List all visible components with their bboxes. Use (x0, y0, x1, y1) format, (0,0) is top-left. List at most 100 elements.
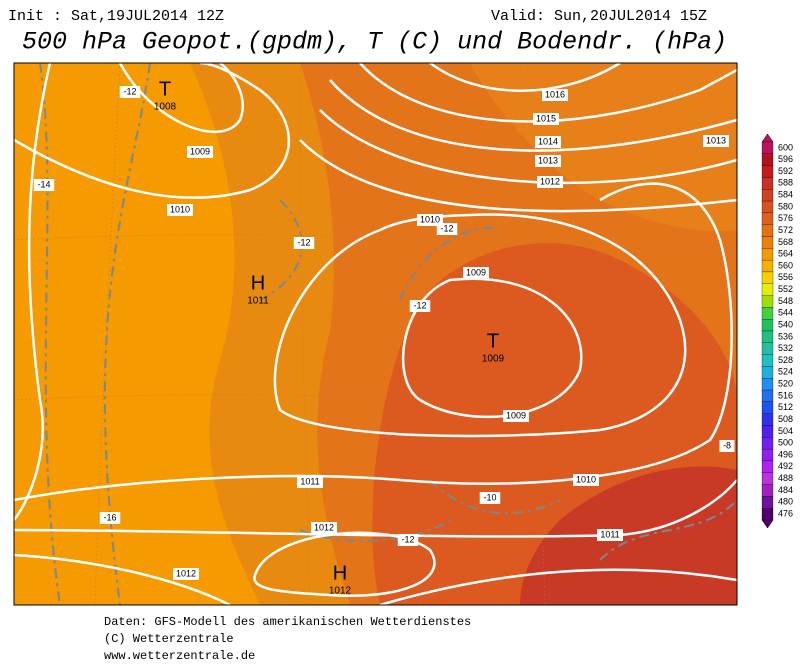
legend-label: 492 (778, 461, 793, 471)
legend-swatch (761, 472, 774, 485)
pressure-centers: T 1008 H 1011 T 1009 H 1012 (154, 78, 505, 596)
isobar-label: 1010 (170, 204, 190, 214)
legend-swatch (761, 200, 774, 214)
legend-label: 576 (778, 213, 793, 223)
isobar-label: 1009 (190, 146, 210, 156)
legend-cap-bottom (761, 519, 774, 529)
legend-label: 504 (778, 426, 793, 436)
center-symbol: H (333, 562, 347, 584)
isobar-label: 1015 (536, 113, 556, 123)
legend-label: 528 (778, 355, 793, 365)
temperature-label: -16 (103, 512, 116, 522)
isobar-label: 1011 (300, 476, 319, 486)
legend-label: 552 (778, 284, 793, 294)
legend-label: 508 (778, 414, 793, 424)
center-pressure: 1011 (247, 296, 269, 307)
legend-swatch (761, 496, 774, 509)
legend-label: 484 (778, 485, 793, 495)
legend-swatch (761, 177, 774, 190)
legend-swatch (761, 165, 774, 178)
isobar-label-bg (463, 267, 489, 279)
temperature-label-bg (119, 86, 141, 98)
legend-swatch (761, 484, 774, 497)
legend-swatch (761, 319, 774, 332)
temperature-label: -12 (297, 237, 310, 247)
footer-line: www.wetterzentrale.de (104, 649, 255, 663)
legend-label: 496 (778, 449, 793, 459)
isobar-label-bg (597, 529, 623, 541)
temperature-label-bg (33, 179, 55, 191)
isobar-label-bg (537, 176, 563, 188)
legend-label: 516 (778, 390, 793, 400)
center-pressure: 1008 (154, 102, 177, 113)
footer-line: Daten: GFS-Modell des amerikanischen Wet… (104, 615, 471, 629)
legend-swatch (761, 212, 774, 225)
legend-label: 588 (778, 178, 793, 188)
isobar-label-bg (173, 568, 199, 580)
isobar-label: 1014 (538, 136, 558, 146)
legend-swatch (761, 259, 774, 273)
legend-label: 524 (778, 367, 793, 377)
isobar-label-bg (535, 155, 561, 167)
valid-time: Valid: Sun,20JUL2014 15Z (491, 8, 707, 25)
legend-swatch (761, 248, 774, 261)
isobar-label-bg (573, 474, 599, 486)
footer-line: (C) Wetterzentrale (104, 632, 234, 646)
legend-label: 532 (778, 343, 793, 353)
legend-swatch (761, 283, 774, 296)
temperature-label: -8 (723, 440, 731, 450)
legend-label: 480 (778, 497, 793, 507)
isobar-label-bg (417, 214, 443, 226)
isobar-label-bg (535, 136, 561, 148)
temperature-label-bg (719, 440, 735, 452)
legend-swatch (761, 342, 774, 355)
legend-swatch (761, 413, 774, 426)
temperature-label-bg (479, 492, 501, 504)
temperature-label: -12 (440, 223, 453, 233)
temperature-label: -14 (37, 179, 50, 189)
legend-label: 540 (778, 319, 793, 329)
legend-label: 476 (778, 508, 793, 518)
isobar-label: 1009 (506, 410, 526, 420)
temperature-label-bg (409, 300, 431, 312)
legend-label: 556 (778, 272, 793, 282)
legend-label: 592 (778, 166, 793, 176)
legend-swatch (761, 295, 774, 308)
isobar-label: 1012 (540, 176, 560, 186)
isobar-label-bg (533, 113, 559, 125)
isobar-label: 1016 (545, 89, 565, 99)
isobar-label: 1012 (314, 522, 334, 532)
init-time: Init : Sat,19JUL2014 12Z (8, 8, 224, 25)
center-symbol: T (487, 330, 499, 352)
isobar-label: 1012 (176, 568, 196, 578)
center-pressure: 1012 (329, 586, 352, 597)
footer: Daten: GFS-Modell des amerikanischen Wet… (104, 615, 471, 663)
legend-swatch (761, 508, 774, 521)
center-pressure: 1009 (482, 354, 505, 365)
temperature-label-bg (293, 237, 315, 249)
isobar-label-bg (167, 204, 193, 216)
map-title: 500 hPa Geopot.(gpdm), T (C) und Bodendr… (22, 28, 727, 57)
center-symbol: T (159, 78, 171, 100)
legend-label: 600 (778, 142, 793, 152)
legend-swatch (761, 189, 774, 202)
isobar-label-bg (703, 135, 729, 147)
legend-swatch (761, 389, 774, 403)
legend-label: 560 (778, 260, 793, 270)
legend-swatch (761, 448, 774, 462)
legend-label: 536 (778, 331, 793, 341)
legend-swatch (761, 401, 774, 414)
temperature-label-bg (397, 534, 419, 546)
map-frame (13, 62, 738, 606)
isobar-label: 1013 (538, 155, 558, 165)
legend-swatch (761, 354, 774, 367)
legend-swatch (761, 425, 774, 438)
isobar-label: 1011 (600, 529, 619, 539)
legend-label: 548 (778, 296, 793, 306)
isobar-labels: 1016 1015 1014 1013 1012 1013 1009 1010 1010 1009… (33, 86, 735, 580)
legend-label: 572 (778, 225, 793, 235)
isobar-label-bg (542, 89, 568, 101)
legend-swatch (761, 378, 774, 391)
